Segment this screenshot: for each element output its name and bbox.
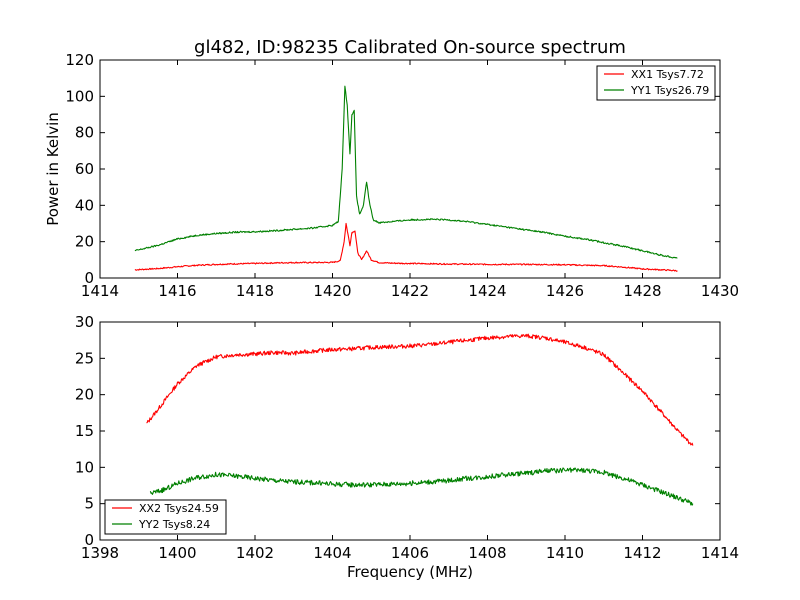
y-axis-label-top: Power in Kelvin [44,112,62,226]
x-tick-label-top: 1414 [81,282,119,300]
legend-bottom-label-xx2: XX2 Tsys24.59 [139,502,219,515]
series-line-xx2 [146,333,694,446]
x-tick-label-bottom: 1408 [468,544,506,562]
x-axis-label-bottom: Frequency (MHz) [347,563,473,581]
x-tick-label-top: 1418 [236,282,274,300]
legend-top-label-xx1: XX1 Tsys7.72 [631,68,704,81]
y-tick-label-top: 100 [65,87,94,105]
legend-bottom-box [104,499,227,535]
x-tick-label-top: 1416 [158,282,196,300]
chart-title: gl482, ID:98235 Calibrated On-source spe… [194,37,626,58]
x-tick-label-top: 1422 [391,282,429,300]
x-tick-label-bottom: 1400 [158,544,196,562]
y-tick-label-bottom: 15 [75,422,94,440]
y-tick-label-bottom: 10 [75,458,94,476]
x-tick-label-bottom: 1398 [81,544,119,562]
series-line-yy2 [149,467,694,506]
x-tick-label-bottom: 1402 [236,544,274,562]
series-group-top [134,85,678,272]
y-tick-label-top: 60 [75,160,94,178]
y-tick-label-bottom: 5 [84,495,94,513]
y-tick-label-bottom: 30 [75,313,94,331]
x-tick-label-top: 1426 [546,282,584,300]
y-tick-label-top: 120 [65,51,94,69]
plot-top: 1414 1416 1418 1420 1422 1424 1426 1428 1430 0 20 4… [44,51,739,300]
legend-top-label-yy1: YY1 Tsys26.79 [630,84,709,97]
legend-bottom: XX2 Tsys24.59 YY2 Tsys8.24 [104,499,227,535]
legend-top: XX1 Tsys7.72 YY1 Tsys26.79 [596,65,716,101]
legend-bottom-label-yy2: YY2 Tsys8.24 [138,518,210,531]
x-tick-label-top: 1428 [623,282,661,300]
x-tick-label-bottom: 1414 [701,544,739,562]
legend-top-box [596,65,716,101]
series-group-bottom [146,333,694,506]
x-tick-label-top: 1424 [468,282,506,300]
tick-group-top: 1414 1416 1418 1420 1422 1424 1426 1428 1430 0 20 4… [65,51,739,300]
y-tick-label-bottom: 25 [75,349,94,367]
x-tick-label-bottom: 1410 [546,544,584,562]
x-tick-label-top: 1420 [313,282,351,300]
x-tick-label-bottom: 1404 [313,544,351,562]
y-tick-label-top: 20 [75,233,94,251]
y-tick-label-bottom: 0 [84,531,94,549]
series-line-yy1 [134,85,678,259]
series-line-xx1 [134,222,678,272]
x-tick-label-bottom: 1406 [391,544,429,562]
plot-bottom: 1398 1400 1402 1404 1406 1408 1410 1412 1414 0 5 10… [75,313,739,581]
y-tick-label-top: 0 [84,269,94,287]
y-tick-label-bottom: 20 [75,386,94,404]
x-tick-label-bottom: 1412 [623,544,661,562]
y-tick-label-top: 80 [75,124,94,142]
y-tick-label-top: 40 [75,196,94,214]
x-tick-label-top: 1430 [701,282,739,300]
tick-group-bottom: 1398 1400 1402 1404 1406 1408 1410 1412 1414 0 5 10… [75,313,739,562]
